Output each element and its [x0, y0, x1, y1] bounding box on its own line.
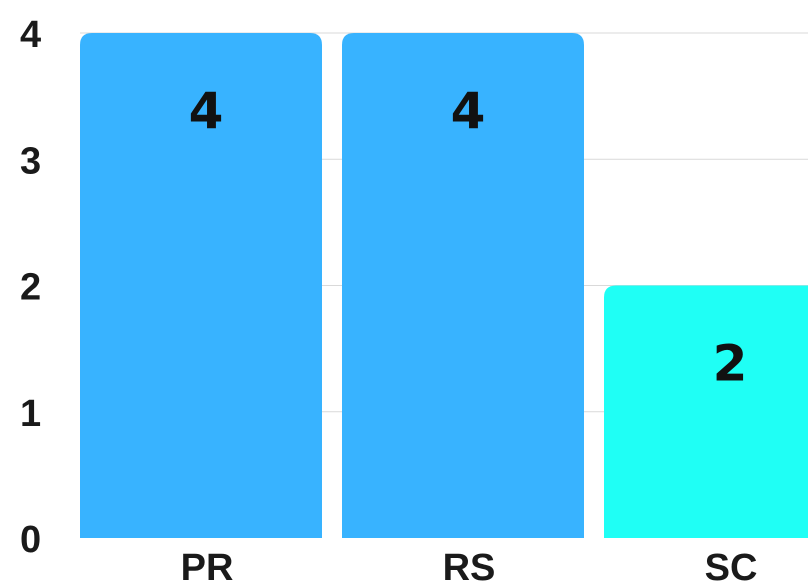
data-label: 2	[713, 335, 748, 393]
x-tick-label: RS	[443, 547, 496, 582]
x-tick-label: SC	[705, 547, 758, 582]
x-tick-label: PR	[181, 547, 234, 582]
bars	[80, 33, 808, 538]
x-axis-ticks: PR RS SC	[181, 547, 758, 582]
y-tick-label: 1	[20, 393, 41, 435]
data-label: 4	[189, 82, 224, 140]
y-tick-label: 2	[20, 267, 41, 309]
bar-pr	[80, 33, 322, 538]
bar-rs	[342, 33, 584, 538]
y-tick-label: 3	[20, 140, 41, 182]
y-tick-label: 4	[20, 14, 41, 56]
y-axis-ticks: 0 1 2 3 4	[20, 14, 41, 561]
y-tick-label: 0	[20, 519, 41, 561]
data-label: 4	[451, 82, 486, 140]
bar-sc	[604, 285, 808, 538]
data-labels: 4 4 2	[189, 82, 748, 393]
